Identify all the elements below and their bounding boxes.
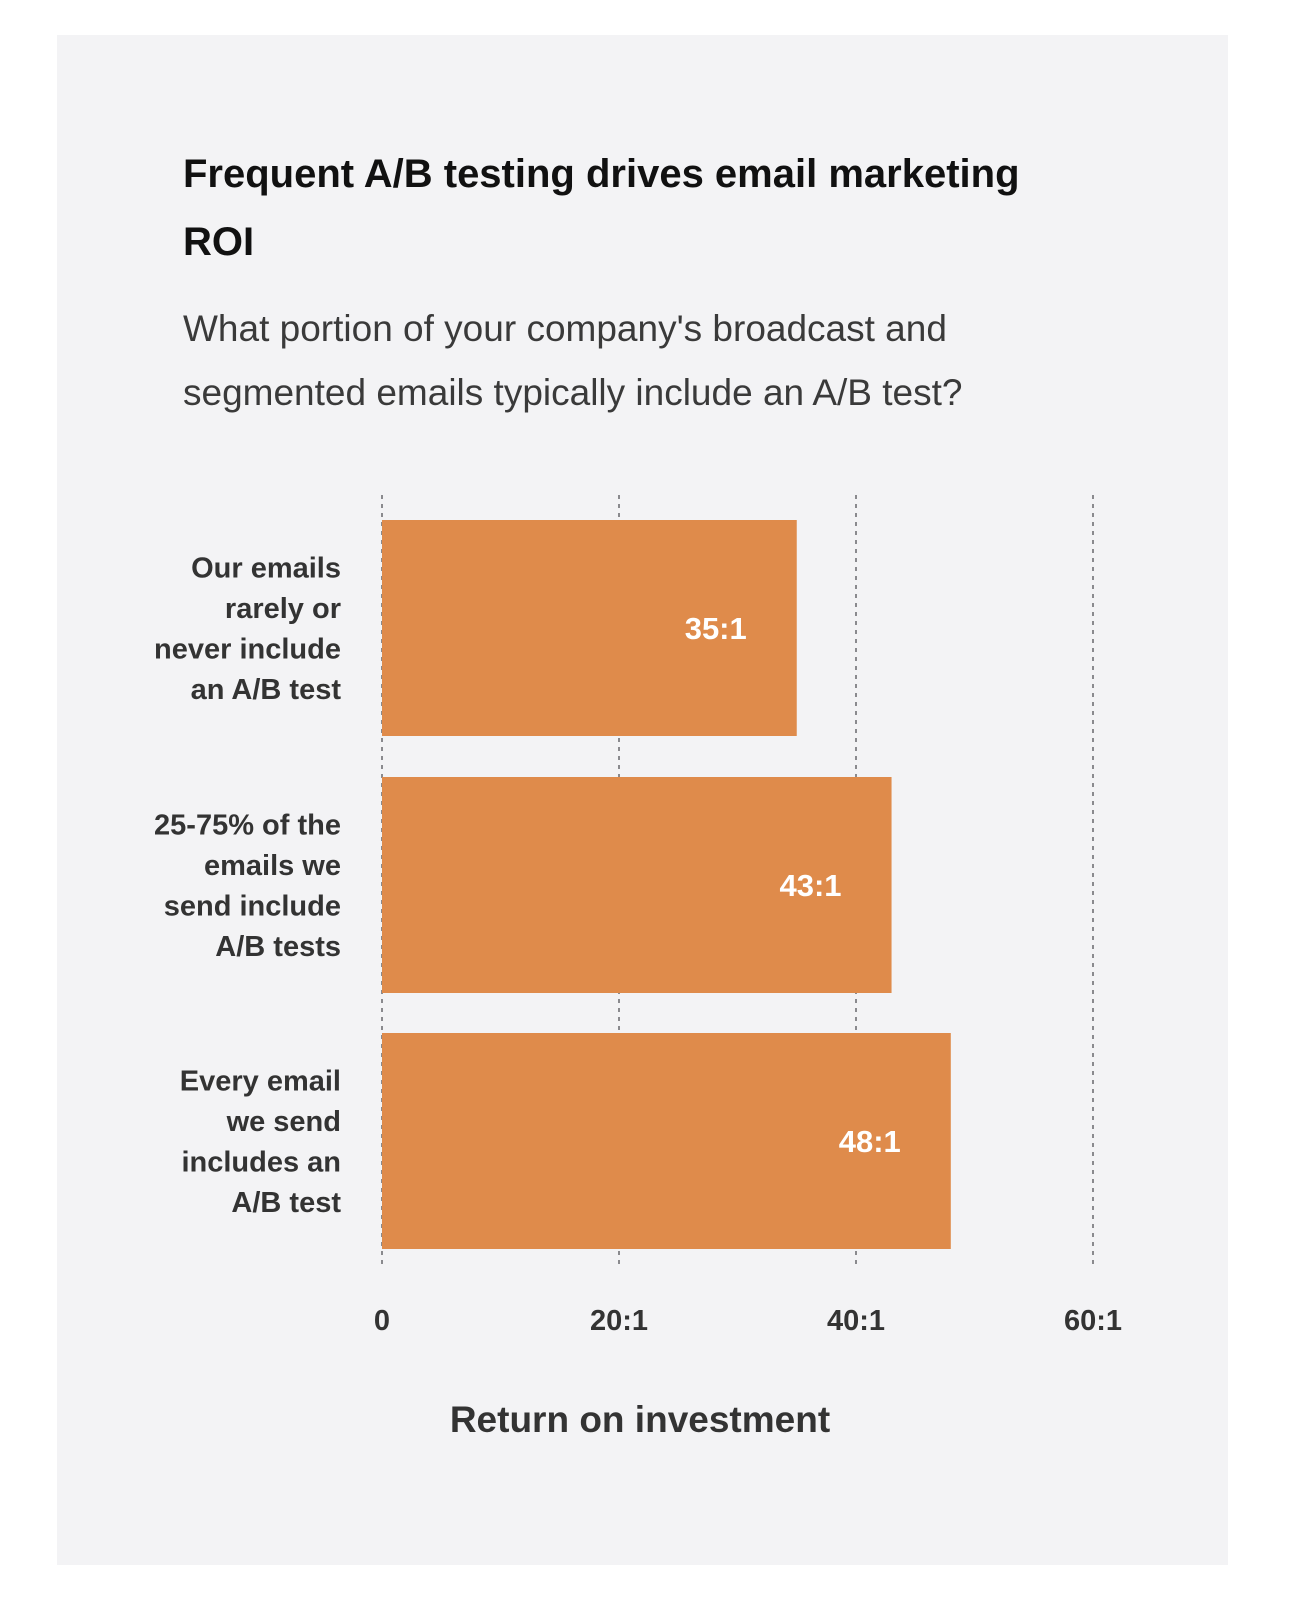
category-label: Every email — [180, 1065, 341, 1097]
chart-subtitle: What portion of your company's broadcast… — [183, 308, 963, 413]
data-label: 35:1 — [685, 611, 747, 646]
x-tick-label: 0 — [374, 1305, 390, 1337]
x-tick-label: 20:1 — [590, 1305, 648, 1337]
data-label: 43:1 — [780, 868, 842, 903]
chart-title: Frequent A/B testing drives email market… — [183, 152, 1020, 264]
category-label: 25-75% of the — [154, 809, 341, 841]
category-label: rarely or — [225, 593, 341, 625]
category-label: A/B test — [231, 1187, 341, 1219]
category-label: never include — [154, 633, 341, 665]
x-axis-title: Return on investment — [450, 1399, 830, 1440]
category-label: includes an — [181, 1146, 341, 1178]
category-label: we send — [226, 1106, 341, 1138]
category-label: A/B tests — [215, 931, 341, 963]
category-label: Our emails — [191, 552, 341, 584]
bar — [382, 777, 892, 993]
x-tick-label: 40:1 — [827, 1305, 885, 1337]
bar — [382, 1033, 951, 1249]
bar — [382, 520, 797, 736]
category-label: send include — [164, 890, 341, 922]
category-label: an A/B test — [191, 674, 342, 706]
data-label: 48:1 — [839, 1124, 901, 1159]
category-label: emails we — [204, 850, 341, 882]
x-tick-label: 60:1 — [1064, 1305, 1122, 1337]
